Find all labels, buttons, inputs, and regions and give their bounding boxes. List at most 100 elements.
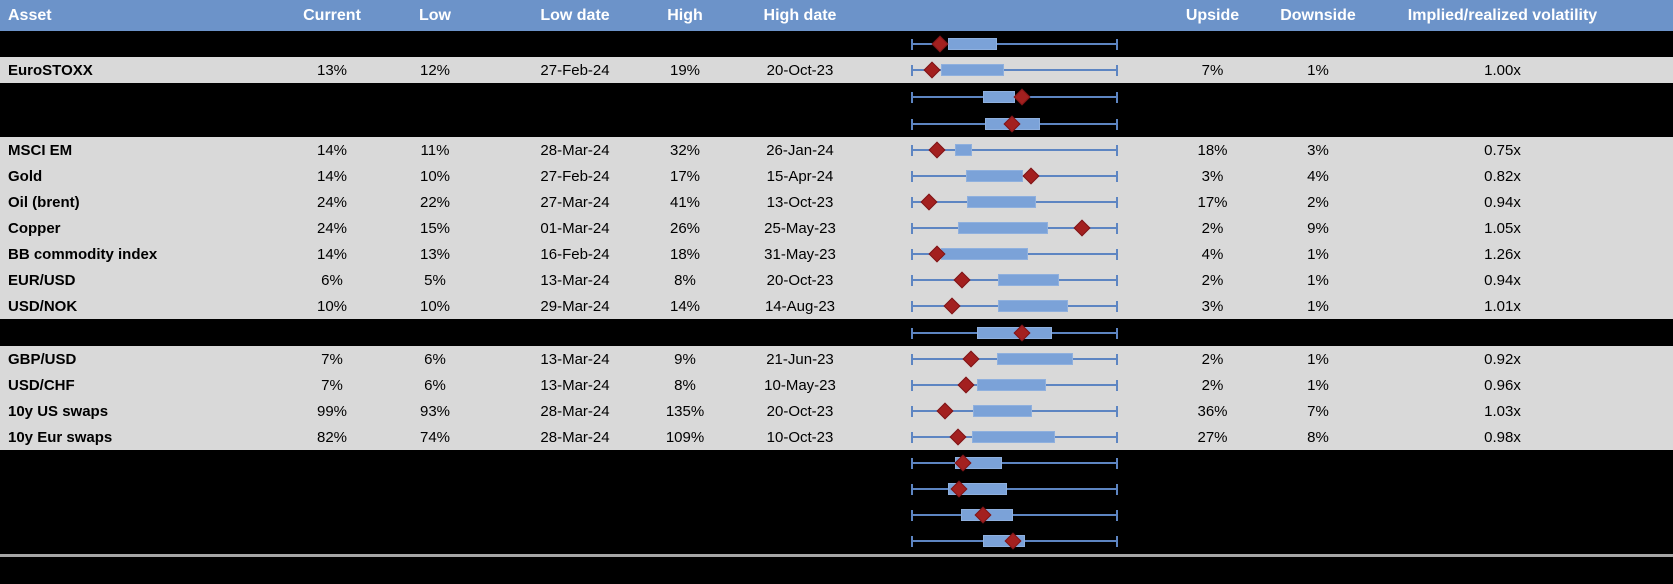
cell-asset: BB commodity index bbox=[8, 245, 158, 263]
whisker-cap-right bbox=[1116, 197, 1118, 208]
current-marker-diamond bbox=[936, 402, 954, 420]
boxplot bbox=[875, 372, 1155, 398]
spacer-row bbox=[0, 502, 1673, 528]
cell-low_date: 01-Mar-24 bbox=[540, 219, 610, 237]
cell-current: 7% bbox=[321, 376, 343, 394]
range-box bbox=[997, 353, 1073, 365]
cell-implied: 0.82x bbox=[1484, 167, 1521, 185]
cell-current: 13% bbox=[316, 61, 348, 79]
spacer-row bbox=[0, 319, 1673, 346]
whisker-cap-left bbox=[911, 249, 913, 260]
cell-upside: 4% bbox=[1201, 245, 1224, 263]
cell-current: 99% bbox=[316, 402, 348, 420]
cell-asset: Copper bbox=[8, 219, 61, 237]
cell-low_date: 13-Mar-24 bbox=[540, 376, 610, 394]
spacer-row bbox=[0, 450, 1673, 476]
spacer-row bbox=[0, 110, 1673, 137]
cell-asset: USD/NOK bbox=[8, 297, 78, 315]
whisker-cap-right bbox=[1116, 65, 1118, 76]
table-row-gbp-usd: GBP/USD 7% 6% 13-Mar-24 9% 21-Jun-23 2% 1% 0.92x bbox=[0, 346, 1673, 372]
table-row-eurostoxx: EuroSTOXX 13% 12% 27-Feb-24 19% 20-Oct-23 7% 1%… bbox=[0, 57, 1673, 83]
cell-high: 18% bbox=[669, 245, 701, 263]
cell-high: 109% bbox=[665, 428, 705, 446]
table-row-gold: Gold 14% 10% 27-Feb-24 17% 15-Apr-24 3% 4% 0.82x bbox=[0, 163, 1673, 189]
column-header-high_date: High date bbox=[763, 6, 837, 24]
cell-low_date: 27-Feb-24 bbox=[540, 61, 610, 79]
cell-downside: 1% bbox=[1307, 350, 1329, 368]
range-box bbox=[948, 38, 998, 50]
cell-low: 6% bbox=[424, 350, 446, 368]
whisker-cap-left bbox=[911, 275, 913, 286]
table-row-usd-chf: USD/CHF 7% 6% 13-Mar-24 8% 10-May-23 2% 1% 0.96x bbox=[0, 372, 1673, 398]
cell-low: 10% bbox=[419, 167, 451, 185]
cell-high_date: 20-Oct-23 bbox=[766, 61, 834, 79]
cell-low: 74% bbox=[419, 428, 451, 446]
table-row-oil-brent: Oil (brent) 24% 22% 27-Mar-24 41% 13-Oct-23 17… bbox=[0, 189, 1673, 215]
cell-downside: 3% bbox=[1307, 141, 1329, 159]
cell-high: 9% bbox=[674, 350, 696, 368]
table-row-copper: Copper 24% 15% 01-Mar-24 26% 25-May-23 2% 9% 1.0… bbox=[0, 215, 1673, 241]
cell-high: 41% bbox=[669, 193, 701, 211]
column-header-high: High bbox=[667, 6, 703, 24]
whisker-cap-right bbox=[1116, 458, 1118, 469]
boxplot bbox=[875, 137, 1155, 163]
boxplot bbox=[875, 293, 1155, 319]
cell-upside: 2% bbox=[1201, 271, 1224, 289]
current-marker-diamond bbox=[1013, 88, 1031, 105]
cell-low_date: 13-Mar-24 bbox=[540, 271, 610, 289]
boxplot bbox=[875, 424, 1155, 450]
boxplot bbox=[875, 31, 1155, 57]
whisker-cap-left bbox=[911, 327, 913, 339]
cell-downside: 4% bbox=[1307, 167, 1329, 185]
whisker-cap-right bbox=[1116, 171, 1118, 182]
table-header-row: Asset Current Low Low date High High date Upsi… bbox=[0, 0, 1673, 31]
cell-current: 14% bbox=[316, 245, 348, 263]
cell-low_date: 28-Mar-24 bbox=[540, 428, 610, 446]
cell-asset: Oil (brent) bbox=[8, 193, 80, 211]
whisker-cap-left bbox=[911, 65, 913, 76]
cell-high: 32% bbox=[669, 141, 701, 159]
range-box bbox=[940, 248, 1029, 260]
boxplot bbox=[875, 346, 1155, 372]
cell-downside: 9% bbox=[1307, 219, 1329, 237]
cell-low_date: 16-Feb-24 bbox=[540, 245, 610, 263]
range-box bbox=[973, 405, 1032, 417]
cell-upside: 2% bbox=[1201, 219, 1224, 237]
whisker-line bbox=[912, 488, 1117, 490]
boxplot bbox=[875, 450, 1155, 476]
current-marker-diamond bbox=[923, 61, 941, 79]
cell-upside: 36% bbox=[1197, 402, 1228, 420]
column-header-low: Low bbox=[419, 6, 451, 24]
whisker-cap-left bbox=[911, 406, 913, 417]
cell-high: 17% bbox=[669, 167, 701, 185]
cell-downside: 1% bbox=[1307, 376, 1329, 394]
range-box bbox=[982, 90, 1015, 103]
whisker-cap-left bbox=[911, 118, 913, 130]
boxplot bbox=[875, 502, 1155, 528]
whisker-cap-right bbox=[1116, 432, 1118, 443]
current-marker-diamond bbox=[1073, 219, 1091, 237]
cell-high: 14% bbox=[669, 297, 701, 315]
cell-high_date: 20-Oct-23 bbox=[766, 402, 834, 420]
cell-low: 6% bbox=[424, 376, 446, 394]
cell-current: 24% bbox=[316, 219, 348, 237]
whisker-cap-right bbox=[1116, 354, 1118, 365]
whisker-cap-right bbox=[1116, 380, 1118, 391]
cell-downside: 1% bbox=[1307, 61, 1329, 79]
cell-asset: EUR/USD bbox=[8, 271, 76, 289]
boxplot bbox=[875, 241, 1155, 267]
column-header-implied: Implied/realized volatility bbox=[1407, 6, 1598, 24]
cell-current: 14% bbox=[316, 167, 348, 185]
current-marker-diamond bbox=[931, 35, 949, 53]
current-marker-diamond bbox=[962, 350, 980, 368]
whisker-line bbox=[912, 149, 1117, 151]
cell-low_date: 27-Mar-24 bbox=[540, 193, 610, 211]
cell-downside: 7% bbox=[1307, 402, 1329, 420]
cell-implied: 0.94x bbox=[1484, 271, 1521, 289]
cell-asset: USD/CHF bbox=[8, 376, 75, 394]
cell-asset: 10y US swaps bbox=[8, 402, 109, 420]
cell-low: 22% bbox=[419, 193, 451, 211]
cell-low_date: 29-Mar-24 bbox=[540, 297, 610, 315]
boxplot bbox=[875, 528, 1155, 554]
cell-low: 15% bbox=[419, 219, 451, 237]
